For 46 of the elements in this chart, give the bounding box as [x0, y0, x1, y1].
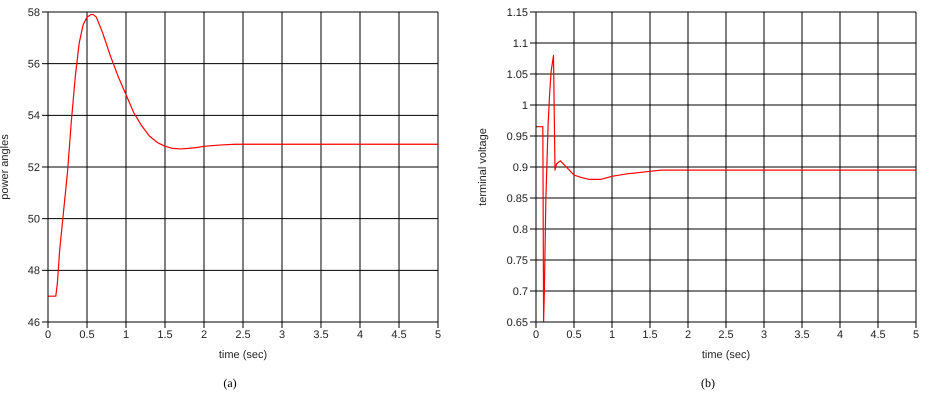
- x-tick-label: 5: [912, 328, 920, 341]
- y-axis-title: terminal voltage: [476, 128, 489, 206]
- x-tick-label: 1.5: [157, 328, 173, 341]
- x-axis-title: time (sec): [702, 349, 750, 361]
- y-tick-label: 48: [28, 265, 40, 278]
- x-tick-label: 3: [278, 328, 286, 341]
- x-tick-label: 5: [434, 328, 442, 341]
- y-tick-label: 0.7: [512, 286, 528, 298]
- y-tick-label: 1.15: [506, 6, 528, 19]
- x-tick-label: 0: [532, 328, 540, 341]
- y-tick-label: 56: [28, 58, 40, 71]
- y-tick-label: 0.75: [506, 254, 528, 267]
- y-tick-label: 54: [28, 110, 40, 122]
- x-tick-label: 0.5: [566, 328, 582, 341]
- y-tick-label: 1.05: [506, 68, 528, 81]
- x-tick-label: 3.5: [794, 328, 810, 341]
- x-tick-label: 4: [356, 328, 364, 341]
- x-tick-label: 3: [760, 328, 768, 341]
- y-tick-label: 0.65: [506, 316, 528, 329]
- y-tick-label: 52: [28, 162, 40, 174]
- x-tick-label: 3.5: [313, 328, 329, 341]
- y-tick-label: 58: [28, 6, 40, 19]
- x-tick-label: 2: [684, 328, 692, 341]
- x-tick-label: 2: [200, 328, 208, 341]
- y-tick-label: 0.85: [506, 192, 528, 205]
- x-tick-label: 1.5: [642, 328, 658, 341]
- x-tick-label: 4.5: [391, 328, 407, 341]
- y-tick-label: 46: [28, 316, 40, 329]
- y-tick-label: 1: [522, 100, 528, 112]
- x-axis-title: time (sec): [218, 349, 268, 361]
- x-tick-label: 2.5: [718, 328, 734, 341]
- y-tick-label: 0.95: [506, 130, 528, 143]
- x-tick-label: 2.5: [235, 328, 251, 341]
- x-tick-label: 1: [608, 328, 616, 341]
- text: (a): [222, 376, 238, 391]
- y-tick-label: 0.8: [512, 224, 528, 236]
- y-tick-label: 1.1: [512, 38, 528, 50]
- x-tick-label: 4.5: [870, 328, 886, 341]
- y-tick-label: 50: [28, 214, 40, 226]
- y-tick-label: 0.9: [512, 162, 528, 174]
- text: (b): [700, 376, 716, 391]
- x-tick-label: 4: [836, 328, 844, 341]
- x-tick-label: 0.5: [79, 328, 95, 341]
- x-tick-label: 0: [44, 328, 52, 341]
- x-tick-label: 1: [122, 328, 130, 341]
- y-axis-title: power angles: [0, 134, 11, 200]
